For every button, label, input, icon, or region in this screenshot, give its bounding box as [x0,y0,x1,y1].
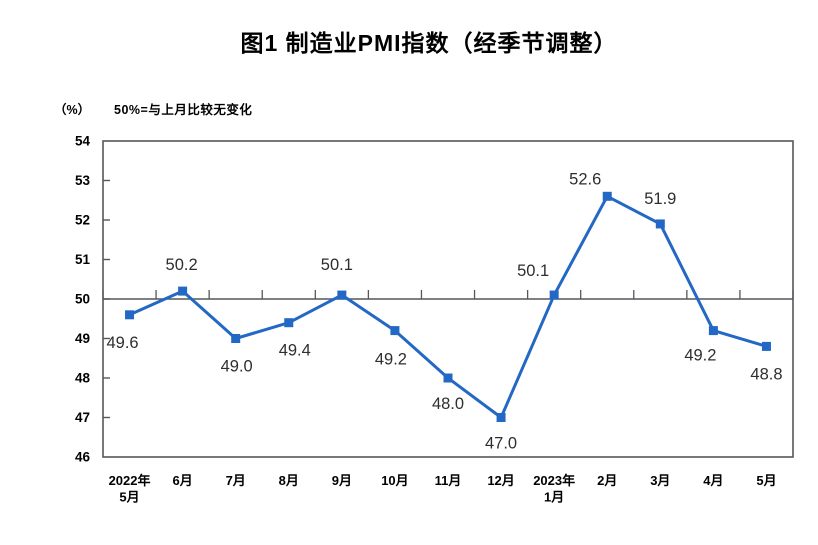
data-point-marker [549,290,559,300]
x-axis-tick-label: 7月 [226,473,246,488]
data-point-label: 49.0 [221,358,253,376]
data-point-label: 49.2 [375,351,407,369]
y-axis-tick-label: 53 [75,173,91,188]
y-axis-tick-label: 51 [75,252,91,267]
x-axis-tick-label: 2022年 5月 [109,473,151,505]
data-point-marker [231,334,241,343]
data-point-marker [390,326,400,336]
data-point-marker [178,286,188,296]
y-axis-tick-label: 49 [75,331,90,346]
axis-note: 50%=与上月比较无变化 [114,103,253,117]
pmi-line-series [128,194,768,419]
data-point-marker [761,341,771,351]
data-point-label: 48.0 [432,395,464,413]
x-axis-tick-label: 2月 [597,473,617,488]
y-axis-tick-label: 46 [75,450,91,465]
data-point-label: 52.6 [569,170,601,188]
y-axis-tick-label: 52 [75,213,90,228]
x-axis-tick-label: 2023年 1月 [533,473,575,505]
data-point-label: 50.1 [321,256,353,274]
data-point-label: 49.4 [279,342,311,360]
data-point-label: 51.9 [644,190,676,208]
data-point-label: 49.2 [684,347,716,365]
y-axis-tick-label: 47 [75,410,90,425]
data-point-marker [443,373,453,383]
data-point-label: 47.0 [485,435,517,453]
x-axis-tick-label: 6月 [172,473,192,488]
data-point-marker [337,290,347,300]
chart-title: 图1 制造业PMI指数（经季节调整） [240,30,618,56]
x-axis-tick-label: 10月 [381,473,408,488]
data-point-label: 50.1 [517,262,549,280]
data-point-label: 48.8 [750,365,782,383]
y-axis-tick-label: 54 [75,134,91,149]
data-point-marker [708,326,718,336]
y-axis-tick-label: 50 [75,292,90,307]
x-axis-tick-label: 11月 [435,473,462,488]
y-axis-tick-label: 48 [75,371,91,386]
x-axis-tick-label: 5月 [756,473,776,488]
x-axis-tick-label: 8月 [279,473,299,488]
data-point-marker [284,318,294,328]
data-point-marker [655,219,665,229]
x-axis-tick-label: 12月 [487,473,514,488]
x-axis-tick-label: 9月 [332,473,352,488]
data-point-label: 50.2 [166,256,198,274]
data-point-marker [602,191,612,201]
x-axis-tick-label: 4月 [703,473,723,488]
data-point-marker [125,310,135,320]
x-axis-tick-label: 3月 [650,473,670,488]
data-point-marker [496,413,506,422]
y-axis-unit-label: （%） [54,103,91,117]
data-point-label: 49.6 [106,334,138,352]
